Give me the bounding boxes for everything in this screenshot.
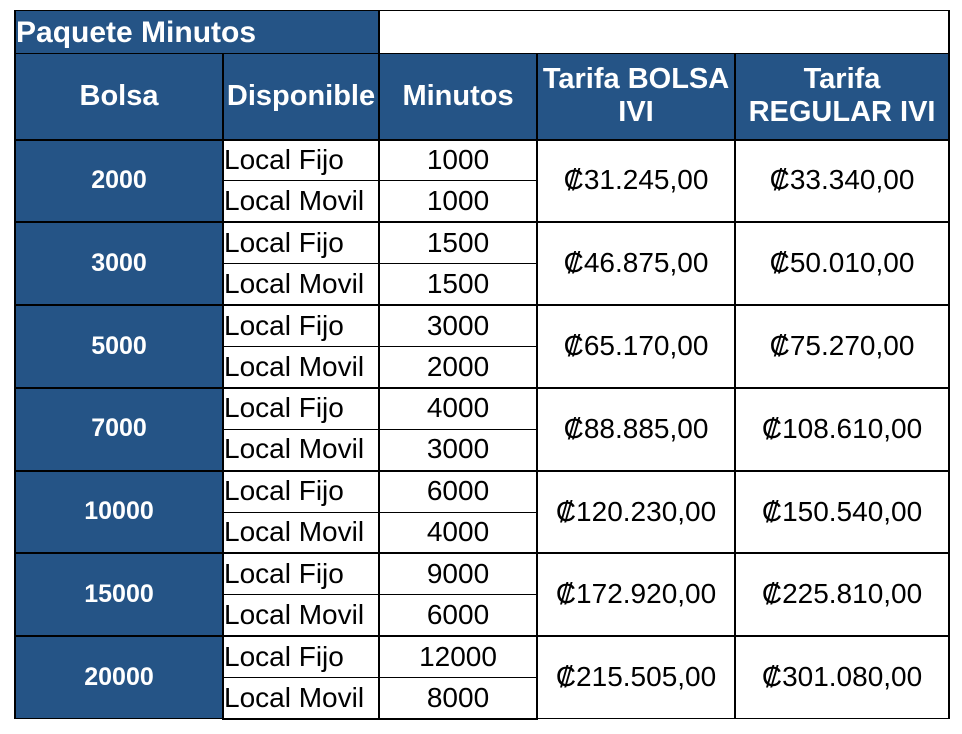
- header-tarifa-regular-ivi: Tarifa REGULAR IVI: [734, 53, 951, 141]
- title-row-spacer: [378, 10, 951, 54]
- tarifa-regular-cell: ₡75.270,00: [734, 304, 951, 389]
- table-title: Paquete Minutos: [13, 10, 381, 54]
- disponible-cell: Local Movil: [221, 263, 381, 306]
- minutos-cell: 4000: [378, 511, 539, 554]
- minutos-cell: 1500: [378, 263, 539, 306]
- bolsa-cell: 5000: [14, 304, 224, 389]
- minutos-cell: 4000: [378, 386, 539, 430]
- bolsa-cell: 10000: [14, 469, 224, 554]
- header-bolsa: Bolsa: [14, 53, 224, 141]
- tarifa-bolsa-cell: ₡65.170,00: [536, 304, 737, 389]
- paquete-minutos-table: Paquete Minutos Bolsa Disponible Minutos…: [13, 10, 951, 720]
- disponible-cell: Local Movil: [221, 594, 381, 637]
- tarifa-bolsa-cell: ₡120.230,00: [536, 469, 737, 554]
- tarifa-bolsa-cell: ₡215.505,00: [536, 635, 737, 720]
- tarifa-regular-cell: ₡108.610,00: [734, 386, 951, 472]
- tarifa-regular-cell: ₡225.810,00: [734, 552, 951, 637]
- table-row: 20000 Local Fijo 12000 ₡215.505,00 ₡301.…: [14, 635, 951, 720]
- minutos-cell: 1000: [378, 180, 539, 223]
- minutos-cell: 6000: [378, 594, 539, 637]
- minutos-cell: 8000: [378, 677, 539, 720]
- disponible-cell: Local Movil: [221, 511, 381, 554]
- table-row: Local Movil 4000: [15, 511, 949, 554]
- disponible-cell: Local Movil: [221, 428, 381, 472]
- bolsa-cell: 7000: [14, 386, 224, 472]
- disponible-cell: Local Movil: [221, 677, 381, 720]
- table-row: 3000 Local Fijo 1500 ₡46.875,00 ₡50.010,…: [14, 221, 951, 306]
- disponible-cell: Local Fijo: [221, 304, 381, 347]
- table-row: 7000 Local Fijo 4000 ₡88.885,00 ₡108.610…: [14, 386, 951, 472]
- minutos-cell: 3000: [378, 428, 539, 472]
- table-row: 5000 Local Fijo 3000 ₡65.170,00 ₡75.270,…: [14, 304, 951, 389]
- tarifa-regular-cell: ₡301.080,00: [734, 635, 951, 720]
- disponible-cell: Local Fijo: [221, 138, 381, 182]
- table-row: Local Movil 1000: [15, 180, 949, 223]
- disponible-cell: Local Fijo: [221, 386, 381, 430]
- disponible-cell: Local Fijo: [221, 552, 381, 596]
- table-row: Local Movil 6000: [15, 594, 949, 637]
- tarifa-regular-cell: ₡33.340,00: [734, 138, 951, 223]
- minutos-cell: 1000: [378, 138, 539, 182]
- tarifa-bolsa-cell: ₡172.920,00: [536, 552, 737, 637]
- header-tarifa-bolsa-ivi: Tarifa BOLSA IVI: [536, 53, 737, 141]
- minutos-cell: 3000: [378, 304, 539, 347]
- bolsa-cell: 20000: [14, 635, 224, 720]
- disponible-cell: Local Fijo: [221, 221, 381, 265]
- tarifa-bolsa-cell: ₡88.885,00: [536, 386, 737, 472]
- bolsa-cell: 15000: [14, 552, 224, 637]
- table-row: 2000 Local Fijo 1000 ₡31.245,00 ₡33.340,…: [14, 138, 951, 223]
- tarifa-bolsa-cell: ₡31.245,00: [536, 138, 737, 223]
- minutos-cell: 1500: [378, 221, 539, 265]
- bolsa-cell: 3000: [14, 221, 224, 306]
- disponible-cell: Local Fijo: [221, 635, 381, 679]
- table-row: Local Movil 8000: [15, 677, 949, 720]
- header-row: Bolsa Disponible Minutos Tarifa BOLSA IV…: [14, 53, 951, 141]
- disponible-cell: Local Movil: [221, 180, 381, 223]
- table-row: 10000 Local Fijo 6000 ₡120.230,00 ₡150.5…: [14, 469, 951, 554]
- disponible-cell: Local Fijo: [221, 469, 381, 513]
- minutos-cell: 12000: [378, 635, 539, 679]
- bolsa-cell: 2000: [14, 138, 224, 223]
- header-minutos: Minutos: [378, 53, 539, 141]
- minutos-cell: 9000: [378, 552, 539, 596]
- minutos-cell: 2000: [378, 345, 539, 389]
- header-disponible: Disponible: [221, 53, 381, 141]
- tarifa-regular-cell: ₡50.010,00: [734, 221, 951, 306]
- minutos-cell: 6000: [378, 469, 539, 513]
- tarifa-bolsa-cell: ₡46.875,00: [536, 221, 737, 306]
- table-row: 15000 Local Fijo 9000 ₡172.920,00 ₡225.8…: [14, 552, 951, 637]
- title-row: Paquete Minutos: [13, 10, 951, 54]
- disponible-cell: Local Movil: [221, 345, 381, 389]
- tarifa-regular-cell: ₡150.540,00: [734, 469, 951, 554]
